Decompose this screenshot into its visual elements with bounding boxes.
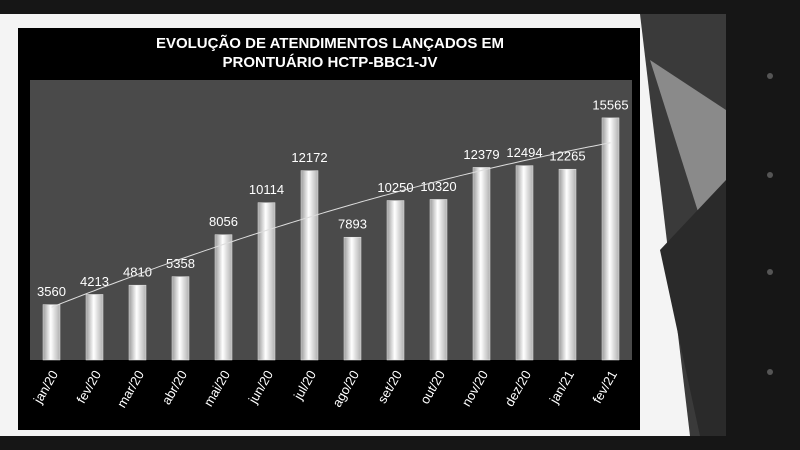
value-label: 10250 (377, 180, 413, 195)
value-label: 10114 (249, 182, 284, 197)
value-label: 7893 (338, 217, 367, 232)
slide-decoration (660, 180, 726, 436)
dot (767, 73, 773, 79)
bar (472, 167, 491, 361)
value-label: 4213 (80, 274, 109, 289)
bar (85, 294, 104, 361)
dot (767, 172, 773, 178)
bar (601, 117, 620, 361)
trendline (51, 142, 611, 308)
value-label: 12494 (506, 145, 542, 160)
chart-title: PRONTUÁRIO HCTP-BBC1-JV (222, 54, 437, 71)
bar (558, 168, 577, 361)
bar (171, 276, 190, 361)
bar (42, 304, 61, 361)
bar (515, 165, 534, 361)
value-label: 10320 (420, 179, 456, 194)
plot-area (30, 80, 632, 360)
bar (214, 234, 233, 361)
bar (300, 170, 319, 361)
value-label: 3560 (37, 284, 66, 299)
value-label: 8056 (209, 214, 238, 229)
value-label: 12379 (463, 147, 499, 162)
value-label: 12172 (291, 150, 327, 165)
value-label: 15565 (592, 97, 628, 112)
bar (429, 199, 448, 361)
chart-title: EVOLUÇÃO DE ATENDIMENTOS LANÇADOS EM (156, 34, 504, 52)
dot (767, 369, 773, 375)
bar (343, 236, 362, 361)
bar (386, 200, 405, 361)
value-label: 12265 (549, 149, 585, 164)
bar (257, 202, 276, 361)
value-label: 5358 (166, 256, 195, 271)
bar (128, 284, 147, 361)
value-label: 4810 (123, 265, 152, 280)
dot (767, 269, 773, 275)
